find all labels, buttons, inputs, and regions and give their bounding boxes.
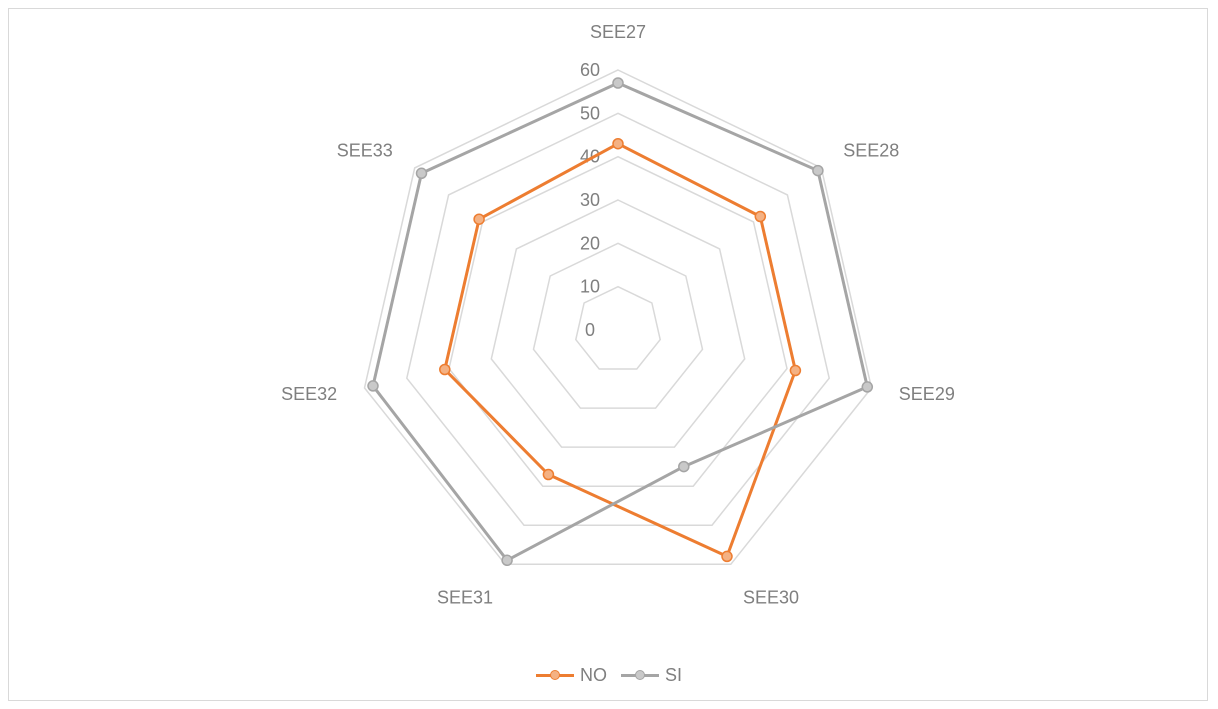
grid-ring-20 — [532, 242, 704, 409]
legend-swatch-no — [535, 668, 574, 682]
category-label-see28: SEE28 — [843, 140, 899, 160]
category-label-see30: SEE30 — [743, 588, 799, 608]
r-tick-label: 30 — [580, 190, 600, 210]
data-point-no-see30 — [721, 550, 733, 563]
legend-item-si: SI — [620, 664, 682, 686]
data-point-si-see30 — [678, 460, 690, 473]
grid-ring-30 — [490, 199, 746, 448]
category-label-see29: SEE29 — [899, 384, 955, 404]
grid-ring-40 — [448, 155, 788, 487]
series-line-si — [371, 81, 869, 562]
category-label-see32: SEE32 — [281, 384, 337, 404]
grid-ring-10 — [574, 285, 662, 370]
grid-ring-50 — [405, 112, 831, 526]
data-point-no-see32 — [439, 363, 451, 376]
category-label-see31: SEE31 — [437, 588, 493, 608]
data-point-no-see33 — [473, 213, 485, 225]
category-label-see33: SEE33 — [337, 140, 393, 160]
series-line-no — [443, 142, 797, 558]
legend-swatch-si — [620, 668, 659, 682]
chart-area — [8, 8, 1208, 701]
category-labels: SEE27 SEE28 SEE29 SEE30 SEE31 SEE32 SEE33 — [281, 22, 955, 608]
series-lines — [367, 77, 874, 567]
data-point-si-see32 — [367, 380, 379, 392]
data-point-no-see27 — [612, 137, 624, 150]
r-tick-label: 60 — [580, 60, 600, 80]
data-point-si-see31 — [501, 554, 513, 567]
category-label-see27: SEE27 — [590, 22, 646, 42]
data-point-si-see27 — [612, 77, 624, 89]
r-tick-label: 50 — [580, 103, 600, 123]
data-point-no-see31 — [542, 468, 555, 481]
data-point-no-see28 — [754, 210, 767, 223]
legend: NO SI — [0, 660, 1218, 690]
data-point-si-see28 — [812, 164, 824, 177]
legend-item-no: NO — [535, 664, 607, 686]
grid-ring-60 — [363, 69, 873, 566]
series-si — [367, 77, 874, 567]
legend-label: NO — [579, 664, 607, 685]
radar-grid — [363, 69, 873, 566]
legend-label: SI — [664, 664, 682, 685]
data-point-no-see29 — [789, 364, 802, 377]
series-no — [439, 137, 802, 563]
r-tick-label: 10 — [580, 277, 600, 297]
data-point-si-see29 — [861, 381, 874, 393]
r-tick-label: 20 — [580, 233, 600, 253]
data-point-si-see33 — [415, 167, 428, 180]
r-tick-label: 0 — [585, 320, 595, 340]
